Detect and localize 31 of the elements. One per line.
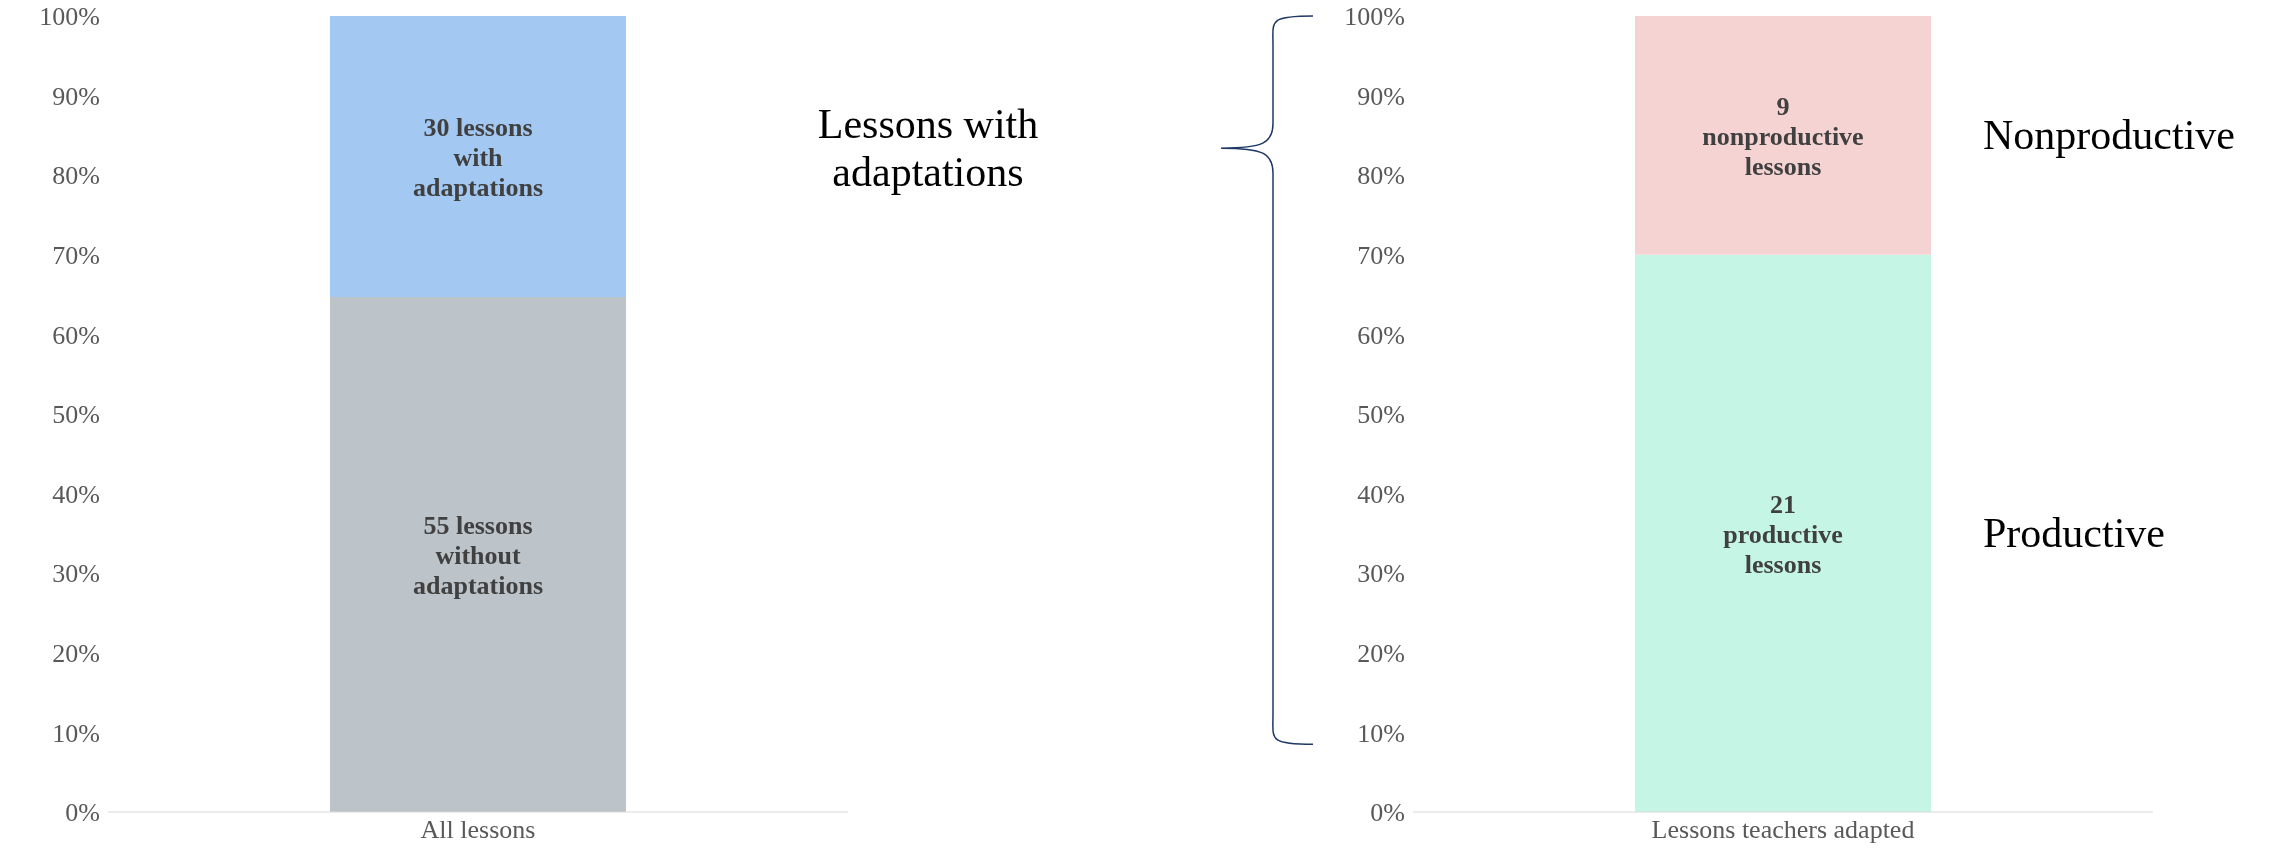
y-tick-label: 0% [65,798,100,828]
annotation: 30 lessons with adaptations [412,112,544,202]
y-tick-label: 30% [1357,559,1405,589]
y-tick-label: 50% [52,400,100,430]
y-tick-label: 20% [52,639,100,669]
x-tick-label: All lessons [420,815,536,845]
y-tick-label: 70% [52,241,100,271]
annotation: 55 lessons without adaptations [412,510,544,600]
y-tick-label: 60% [1357,320,1405,350]
y-tick-label: 80% [1357,161,1405,191]
annotation: 21 productive lessons [1723,489,1843,579]
y-tick-label: 90% [1357,81,1405,111]
y-tick-label: 30% [52,559,100,589]
annotation: 9 nonproductive lessons [1702,91,1864,181]
annotation: Nonproductive [1983,111,2235,160]
y-tick-label: 100% [1344,2,1405,32]
x-tick-label: Lessons teachers adapted [1651,815,1915,845]
y-tick-label: 40% [52,479,100,509]
y-tick-label: 10% [1357,718,1405,748]
y-tick-label: 10% [52,718,100,748]
y-tick-label: 100% [39,2,100,32]
y-tick-label: 20% [1357,639,1405,669]
annotation: Lessons with adaptations [816,100,1040,197]
y-tick-label: 60% [52,320,100,350]
y-tick-label: 70% [1357,241,1405,271]
y-tick-label: 90% [52,81,100,111]
y-tick-label: 80% [52,161,100,191]
y-tick-label: 0% [1370,798,1405,828]
y-tick-label: 40% [1357,479,1405,509]
annotation: Productive [1983,509,2165,558]
y-tick-label: 50% [1357,400,1405,430]
